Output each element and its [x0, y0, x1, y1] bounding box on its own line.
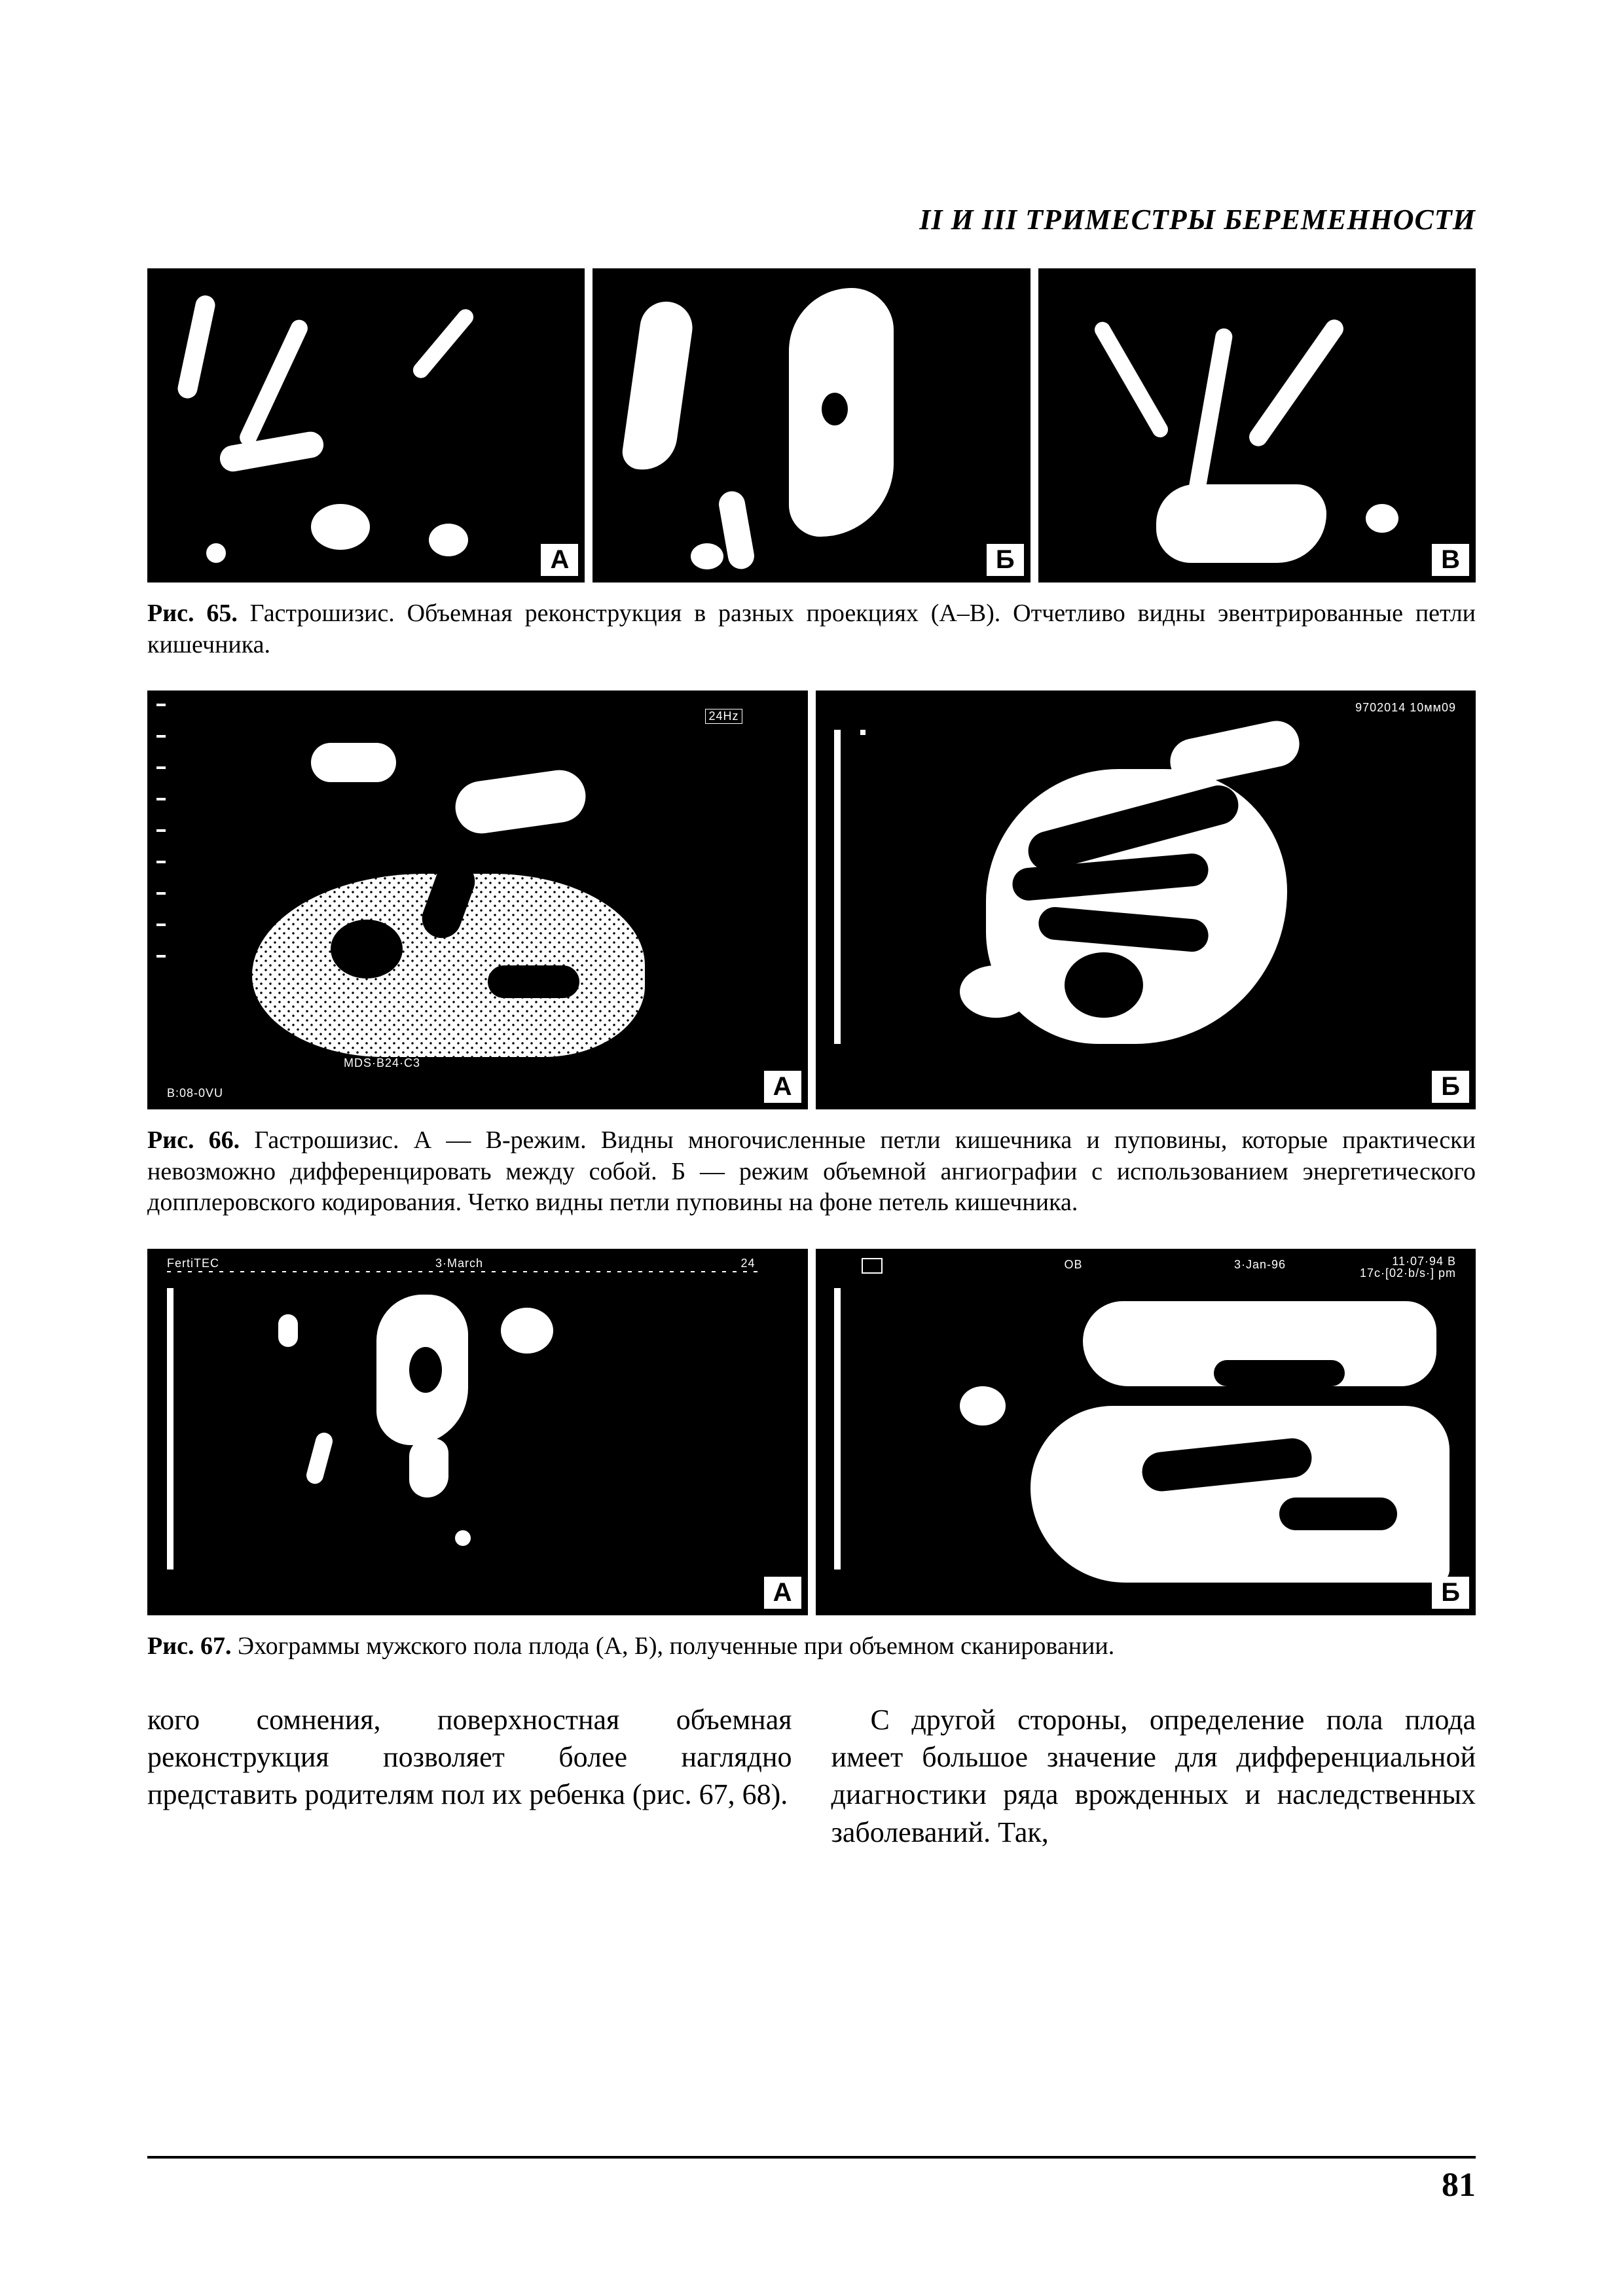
- overlay-tr: 24: [740, 1257, 755, 1270]
- overlay-tra: 3·Jan-96: [1234, 1258, 1286, 1272]
- caption-bold: Рис. 67.: [147, 1632, 231, 1660]
- overlay-tm: OB: [1065, 1258, 1083, 1272]
- para-left: кого сомнения, поверхностная объемная ре…: [147, 1701, 792, 1814]
- fig65-panel-a: А: [147, 268, 585, 583]
- overlay-tl: FertiTEC: [167, 1257, 219, 1270]
- para-right: С другой стороны, определение пола плода…: [831, 1701, 1476, 1851]
- figure-66-row: 24Hz B:08-0VU MDS·B24·C3 А 9702014 10мм0…: [147, 691, 1476, 1109]
- panel-label-a: А: [541, 544, 578, 576]
- overlay-trb: 11·07·94 B 17c·[02·b/s·] pm: [1360, 1255, 1456, 1279]
- overlay-tm: 3·March: [435, 1257, 483, 1270]
- overlay-bl: B:08-0VU: [167, 1086, 223, 1100]
- caption-bold: Рис. 66.: [147, 1126, 240, 1154]
- caption-bold: Рис. 65.: [147, 600, 238, 627]
- footer-rule: [147, 2156, 1476, 2159]
- fig65-panel-b: Б: [593, 268, 1030, 583]
- panel-label-a: А: [764, 1577, 801, 1609]
- overlay-24hz: 24Hz: [705, 709, 742, 724]
- caption-text: Гастрошизис. А — В-режим. Видны многочис…: [147, 1126, 1476, 1216]
- page: II И III ТРИМЕСТРЫ БЕРЕМЕННОСТИ А: [0, 0, 1623, 2296]
- fig67-panel-a: FertiTEC 3·March 24 А: [147, 1249, 808, 1615]
- body-columns: кого сомнения, поверхностная объемная ре…: [147, 1701, 1476, 1851]
- panel-label-a: А: [764, 1071, 801, 1103]
- panel-label-c: В: [1432, 544, 1469, 576]
- figure-65-caption: Рис. 65. Гастрошизис. Объемная реконстру…: [147, 598, 1476, 660]
- fig66-panel-b: 9702014 10мм09 Б: [816, 691, 1476, 1109]
- running-head: II И III ТРИМЕСТРЫ БЕРЕМЕННОСТИ: [919, 203, 1476, 236]
- figure-66-caption: Рис. 66. Гастрошизис. А — В-режим. Видны…: [147, 1125, 1476, 1219]
- fig66-panel-a: 24Hz B:08-0VU MDS·B24·C3 А: [147, 691, 808, 1109]
- fig65-panel-c: В: [1038, 268, 1476, 583]
- depth-scale: [156, 704, 170, 1070]
- caption-text: Гастрошизис. Объемная реконструкция в ра…: [147, 600, 1476, 658]
- page-number: 81: [1442, 2166, 1476, 2204]
- figure-67-row: FertiTEC 3·March 24 А OB 3·Jan-96 11·07·…: [147, 1249, 1476, 1615]
- figure-65-row: А Б В: [147, 268, 1476, 583]
- overlay-tr: 9702014 10мм09: [1355, 701, 1456, 715]
- panel-label-b: Б: [987, 544, 1024, 576]
- overlay-bm: MDS·B24·C3: [344, 1056, 420, 1070]
- panel-label-b: Б: [1432, 1071, 1469, 1103]
- panel-label-b: Б: [1432, 1577, 1469, 1609]
- content-area: А Б В Рис. 65. Гастрошизис. О: [147, 268, 1476, 1851]
- figure-67-caption: Рис. 67. Эхограммы мужского пола плода (…: [147, 1631, 1476, 1662]
- fig67-panel-b: OB 3·Jan-96 11·07·94 B 17c·[02·b/s·] pm …: [816, 1249, 1476, 1615]
- col-right: С другой стороны, определение пола плода…: [831, 1701, 1476, 1851]
- caption-text: Эхограммы мужского пола плода (А, Б), по…: [231, 1632, 1114, 1660]
- col-left: кого сомнения, поверхностная объемная ре…: [147, 1701, 792, 1851]
